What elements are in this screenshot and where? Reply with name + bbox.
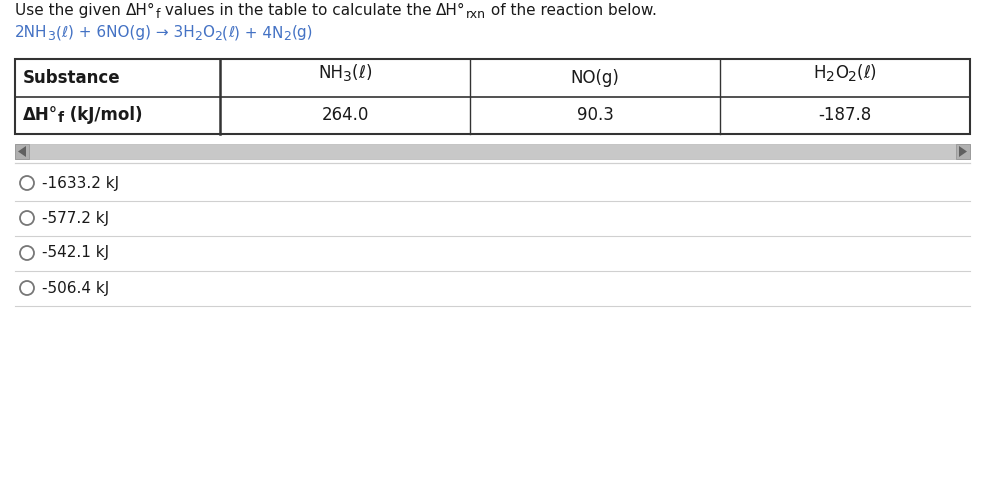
Text: (: ( <box>222 25 228 40</box>
Text: ) + 6NO(g) → 3H: ) + 6NO(g) → 3H <box>67 25 195 40</box>
Text: rxn: rxn <box>466 8 486 21</box>
Text: -542.1 kJ: -542.1 kJ <box>42 246 109 260</box>
Text: f: f <box>155 8 160 21</box>
Text: H: H <box>814 64 826 82</box>
Text: ): ) <box>869 64 876 82</box>
Text: ΔH°: ΔH° <box>437 3 466 18</box>
Text: -577.2 kJ: -577.2 kJ <box>42 211 109 226</box>
Text: ℓ: ℓ <box>359 64 366 82</box>
Text: -506.4 kJ: -506.4 kJ <box>42 280 110 295</box>
Text: 2NH: 2NH <box>15 25 47 40</box>
Text: ΔH°: ΔH° <box>125 3 155 18</box>
Bar <box>15 144 970 159</box>
Text: Use the given: Use the given <box>15 3 125 18</box>
Text: NO(g): NO(g) <box>570 69 619 87</box>
Text: 90.3: 90.3 <box>577 106 614 124</box>
Text: O: O <box>203 25 214 40</box>
Text: (: ( <box>55 25 61 40</box>
Text: 3: 3 <box>343 70 352 84</box>
Text: 2: 2 <box>214 30 222 43</box>
Text: ): ) <box>366 64 371 82</box>
Text: Substance: Substance <box>23 69 121 87</box>
Polygon shape <box>18 146 26 157</box>
Text: f: f <box>58 111 64 125</box>
Text: 3: 3 <box>47 30 55 43</box>
Polygon shape <box>959 146 967 157</box>
Text: (: ( <box>352 64 359 82</box>
Text: values in the table to calculate the: values in the table to calculate the <box>160 3 437 18</box>
Text: 264.0: 264.0 <box>321 106 369 124</box>
Text: O: O <box>835 64 848 82</box>
Text: (kJ/mol): (kJ/mol) <box>64 106 142 124</box>
Text: (: ( <box>857 64 863 82</box>
Text: ℓ: ℓ <box>61 25 67 40</box>
Bar <box>956 144 970 159</box>
Text: 2: 2 <box>284 30 291 43</box>
Text: (g): (g) <box>291 25 313 40</box>
Text: 2: 2 <box>826 70 835 84</box>
Text: 2: 2 <box>848 70 857 84</box>
Text: -1633.2 kJ: -1633.2 kJ <box>42 176 120 191</box>
Text: of the reaction below.: of the reaction below. <box>486 3 657 18</box>
Text: 2: 2 <box>195 30 203 43</box>
Text: -187.8: -187.8 <box>818 106 871 124</box>
Text: ) + 4N: ) + 4N <box>234 25 284 40</box>
Text: ΔH°: ΔH° <box>23 106 58 124</box>
Text: ℓ: ℓ <box>863 64 869 82</box>
Text: ℓ: ℓ <box>228 25 234 40</box>
Bar <box>15 144 29 159</box>
Text: NH: NH <box>318 64 343 82</box>
Bar <box>15 59 970 134</box>
